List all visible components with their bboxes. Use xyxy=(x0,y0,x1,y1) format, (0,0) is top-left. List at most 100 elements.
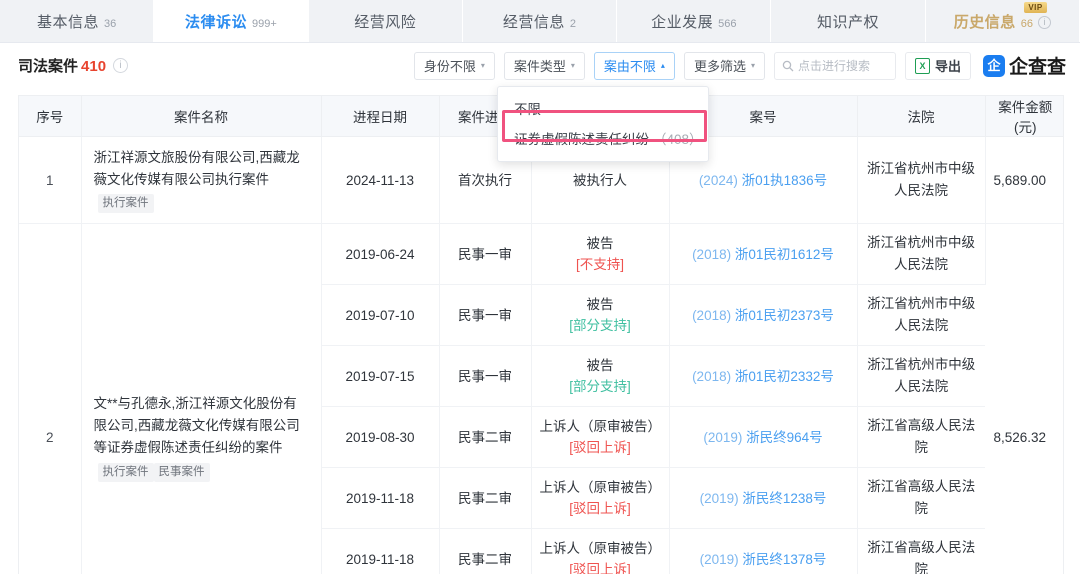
process-date: 2019-07-10 xyxy=(321,284,440,346)
search-placeholder-text: 点击进行搜索 xyxy=(797,59,870,73)
case-result: 上诉人（原审被告） [驳回上诉] xyxy=(531,528,670,574)
column-header-7: 案件金额(元) xyxy=(985,96,1063,137)
case-number-text: 浙民终1378号 xyxy=(742,551,827,567)
column-header-1: 案件名称 xyxy=(81,96,322,137)
vip-badge: VIP xyxy=(1024,2,1047,13)
case-result-detail: [驳回上诉] xyxy=(569,562,631,574)
case-amount: 5,689.00 xyxy=(985,136,1063,224)
case-name-text: 文**与孔德永,浙江祥源文化股份有限公司,西藏龙薇文化传媒有限公司等证券虚假陈述… xyxy=(93,395,300,455)
identity-filter[interactable]: 身份不限 ▾ xyxy=(413,51,495,80)
tab-4[interactable]: 企业发展 566 xyxy=(617,0,772,42)
case-result-main: 上诉人（原审被告） xyxy=(539,419,662,434)
case-process: 民事二审 xyxy=(439,528,532,574)
tab-6[interactable]: VIP 历史信息 66 i xyxy=(925,0,1080,42)
dropdown-option-0[interactable]: 不限 xyxy=(498,93,708,123)
chevron-icon: ▴ xyxy=(660,60,665,70)
case-result-detail: [驳回上诉] xyxy=(569,501,631,516)
main-tab-bar: 基本信息 36 法律诉讼 999+ 经营风险 经营信息 2 企业发展 566 知识产权 VIP 历史信… xyxy=(0,0,1080,43)
export-button[interactable]: X 导出 xyxy=(904,51,971,80)
court-name: 浙江省杭州市中级人民法院 xyxy=(857,345,985,407)
page-title-count: 410 xyxy=(81,58,107,75)
case-number-text: 浙01民初2373号 xyxy=(734,307,834,323)
export-label: 导出 xyxy=(934,59,961,74)
table-row[interactable]: 2019-11-18 民事二审 上诉人（原审被告） [驳回上诉] (2019) 浙民终1… xyxy=(19,467,1063,529)
tab-3[interactable]: 经营信息 2 xyxy=(462,0,618,42)
case-process: 民事二审 xyxy=(439,467,532,529)
cases-table-container[interactable]: 序号 案件名称 进程日期 案件进程 案号 法院 案件金额(元) 1 浙江祥源文旅股份有限公司,… xyxy=(18,95,1064,574)
filter-label: 身份不限 xyxy=(423,59,476,74)
case-result-main: 上诉人（原审被告） xyxy=(539,480,662,495)
case-number-year: (2018) xyxy=(692,307,732,323)
tab-0[interactable]: 基本信息 36 xyxy=(0,0,155,42)
case-tag: 执行案件 xyxy=(97,462,154,482)
brand-mark-icon: 企 xyxy=(982,54,1005,77)
page-title-text: 司法案件 xyxy=(18,58,79,75)
column-header-6: 法院 xyxy=(857,96,986,137)
case-tag: 民事案件 xyxy=(153,462,210,482)
case-name-cell[interactable]: 文**与孔德永,浙江祥源文化股份有限公司,西藏龙薇文化传媒有限公司等证券虚假陈述… xyxy=(81,223,322,574)
cases-table: 序号 案件名称 进程日期 案件进程 案号 法院 案件金额(元) 1 浙江祥源文旅股份有限公司,… xyxy=(19,96,1063,574)
case-process: 民事一审 xyxy=(439,345,532,407)
case-number-cell[interactable]: (2019) 浙民终1378号 xyxy=(669,528,858,574)
court-name: 浙江省高级人民法院 xyxy=(857,467,985,529)
excel-icon: X xyxy=(914,57,930,74)
chevron-icon: ▾ xyxy=(750,60,755,70)
case-number-year: (2019) xyxy=(703,429,743,445)
brand-text: 企查查 xyxy=(1008,57,1066,78)
row-index: 2 xyxy=(19,223,82,574)
tab-5[interactable]: 知识产权 xyxy=(771,0,926,42)
tab-label: 历史信息 xyxy=(953,13,1016,31)
tab-label: 经营风险 xyxy=(354,13,417,31)
chevron-icon: ▾ xyxy=(480,60,485,70)
case-type-filter[interactable]: 案件类型 ▾ xyxy=(503,51,585,80)
case-number-text: 浙01执1836号 xyxy=(741,172,828,188)
case-result-main: 被告 xyxy=(586,297,614,312)
process-date: 2024-11-13 xyxy=(321,136,440,224)
table-row[interactable]: 2019-07-10 民事一审 被告 [部分支持] (2018) 浙01民初2373号浙… xyxy=(19,284,1063,346)
table-row[interactable]: 2019-07-15 民事一审 被告 [部分支持] (2018) 浙01民初2332号浙… xyxy=(19,345,1063,407)
case-result: 被告 [不支持] xyxy=(531,223,670,285)
cause-filter-dropdown[interactable]: 不限 证券虚假陈述责任纠纷 （408） xyxy=(497,86,709,162)
table-row[interactable]: 2 文**与孔德永,浙江祥源文化股份有限公司,西藏龙薇文化传媒有限公司等证券虚假陈… xyxy=(19,223,1063,574)
case-result: 被告 [部分支持] xyxy=(531,345,670,407)
more-filter[interactable]: 更多筛选 ▾ xyxy=(683,51,765,80)
dropdown-option-label: 证券虚假陈述责任纠纷 xyxy=(514,132,649,147)
case-process: 民事一审 xyxy=(439,284,532,346)
tab-count: 66 xyxy=(1020,18,1033,30)
case-result-main: 上诉人（原审被告） xyxy=(539,541,662,556)
case-result-main: 被告 xyxy=(586,236,614,251)
case-number-year: (2018) xyxy=(692,368,732,384)
tab-info-icon[interactable]: i xyxy=(1037,15,1051,29)
filter-label: 案件类型 xyxy=(513,59,566,74)
case-number-cell[interactable]: (2018) 浙01民初2373号 xyxy=(669,284,858,346)
table-row[interactable]: 2019-08-30 民事二审 上诉人（原审被告） [驳回上诉] (2019) 浙民终9… xyxy=(19,406,1063,468)
search-icon xyxy=(782,60,794,71)
table-row[interactable]: 1 浙江祥源文旅股份有限公司,西藏龙薇文化传媒有限公司执行案件执行案件 2024-1… xyxy=(19,136,1063,224)
dropdown-option-1[interactable]: 证券虚假陈述责任纠纷 （408） xyxy=(498,123,708,153)
case-name-cell[interactable]: 浙江祥源文旅股份有限公司,西藏龙薇文化传媒有限公司执行案件执行案件 xyxy=(81,136,322,224)
tab-2[interactable]: 经营风险 xyxy=(308,0,463,42)
case-result-main: 被执行人 xyxy=(573,172,627,188)
case-number-text: 浙01民初2332号 xyxy=(734,368,834,384)
process-date: 2019-11-18 xyxy=(321,467,440,529)
row-index: 1 xyxy=(19,136,82,224)
case-number-cell[interactable]: (2019) 浙民终964号 xyxy=(669,406,858,468)
tab-1[interactable]: 法律诉讼 999+ xyxy=(154,0,309,42)
qcc-logo[interactable]: 企 企查查 xyxy=(982,52,1066,79)
case-result-detail: [部分支持] xyxy=(569,318,631,333)
table-row[interactable]: 2019-11-18 民事二审 上诉人（原审被告） [驳回上诉] (2019) 浙民终1… xyxy=(19,528,1063,574)
info-icon[interactable]: i xyxy=(113,58,129,73)
cause-filter[interactable]: 案由不限 ▴ xyxy=(593,51,675,80)
case-result-detail: [不支持] xyxy=(575,257,624,272)
case-number-cell[interactable]: (2019) 浙民终1238号 xyxy=(669,467,858,529)
filter-button-group: 身份不限 ▾ 案件类型 ▾ 案由不限 ▴ 更多筛选 ▾ xyxy=(413,51,774,80)
page-title: 司法案件 410 xyxy=(18,55,106,76)
process-date: 2019-08-30 xyxy=(321,406,440,468)
case-process: 民事一审 xyxy=(439,223,532,285)
case-result: 上诉人（原审被告） [驳回上诉] xyxy=(531,467,670,529)
tab-label: 知识产权 xyxy=(817,13,880,31)
case-number-cell[interactable]: (2018) 浙01民初2332号 xyxy=(669,345,858,407)
case-number-cell[interactable]: (2018) 浙01民初1612号 xyxy=(669,223,858,285)
case-result-main: 被告 xyxy=(586,358,614,373)
search-input[interactable]: 点击进行搜索 xyxy=(773,51,896,80)
